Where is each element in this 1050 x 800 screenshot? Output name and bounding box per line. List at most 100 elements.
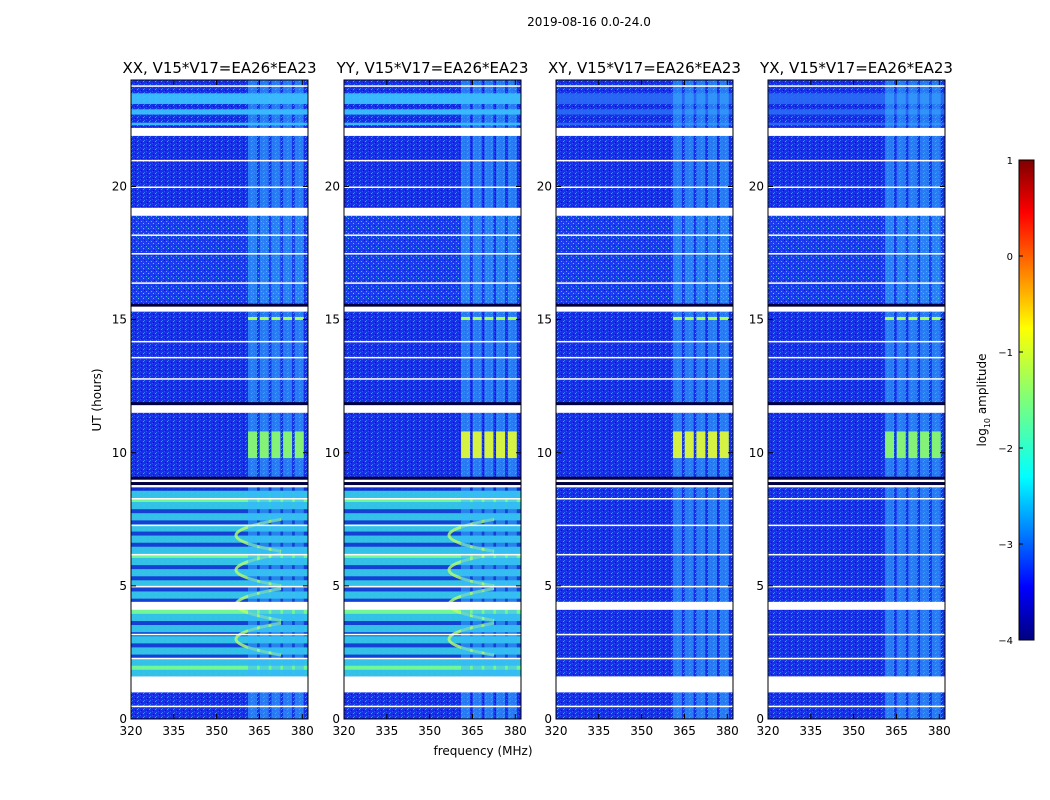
rfi-burst bbox=[696, 431, 706, 459]
flagged-row bbox=[344, 404, 521, 413]
flagged-line bbox=[131, 705, 308, 708]
heatmap-band bbox=[131, 93, 308, 104]
axes-frame bbox=[767, 79, 946, 720]
x-tick-label: 380 bbox=[291, 724, 314, 738]
colorbar-gradient bbox=[1018, 159, 1035, 641]
rfi-channel bbox=[472, 80, 482, 719]
colorbar-tick-label: −4 bbox=[998, 636, 1013, 647]
rfi-burst bbox=[461, 316, 471, 320]
colorbar: 10−1−2−3−4 log10 amplitude bbox=[975, 156, 1035, 647]
flagged-line bbox=[768, 85, 945, 87]
flagged-line bbox=[768, 159, 945, 162]
flagged-row bbox=[768, 404, 945, 413]
flagged-line bbox=[768, 378, 945, 380]
flagged-line bbox=[131, 85, 308, 87]
flagged-line bbox=[344, 159, 521, 162]
heatmap-band bbox=[344, 520, 521, 525]
heatmap-band bbox=[768, 93, 945, 104]
y-tick-label: 10 bbox=[325, 446, 340, 460]
flagged-line bbox=[768, 282, 945, 284]
flagged-line bbox=[556, 282, 733, 284]
rfi-channel bbox=[259, 80, 269, 719]
flagged-line bbox=[344, 378, 521, 380]
rfi-burst bbox=[920, 431, 930, 459]
flagged-line bbox=[768, 705, 945, 708]
heatmap-band bbox=[344, 553, 521, 558]
flagged-line bbox=[344, 253, 521, 255]
x-axis-label: frequency (MHz) bbox=[433, 744, 532, 758]
dark-row bbox=[556, 482, 733, 486]
flagged-line bbox=[131, 553, 308, 556]
flagged-row bbox=[131, 676, 308, 693]
rfi-burst bbox=[248, 431, 258, 459]
colorbar-label-prefix: log bbox=[975, 428, 989, 446]
colorbar-label: log10 amplitude bbox=[975, 354, 992, 447]
heatmap-band bbox=[344, 598, 521, 603]
rfi-burst bbox=[708, 316, 718, 320]
flagged-row bbox=[131, 127, 308, 136]
heatmap-band bbox=[131, 122, 308, 126]
y-tick-label: 5 bbox=[119, 579, 127, 593]
dark-row bbox=[131, 476, 308, 480]
heatmap-background bbox=[768, 80, 945, 719]
heatmap-band bbox=[344, 643, 521, 648]
heatmap-band bbox=[344, 654, 521, 659]
rfi-burst bbox=[708, 431, 718, 459]
dark-row bbox=[344, 402, 521, 406]
heatmap-band bbox=[344, 576, 521, 581]
flagged-line bbox=[768, 340, 945, 343]
rfi-burst bbox=[283, 316, 293, 320]
flagged-row bbox=[344, 676, 521, 693]
heatmap-band bbox=[344, 542, 521, 547]
flagged-line bbox=[131, 159, 308, 162]
flagged-row bbox=[556, 306, 733, 312]
heatmap-band bbox=[131, 490, 308, 677]
rfi-burst bbox=[896, 316, 906, 320]
heatmap-band bbox=[131, 486, 308, 491]
panel-title: YY, V15*V17=EA26*EA23 bbox=[336, 59, 529, 77]
panel-title: YX, V15*V17=EA26*EA23 bbox=[759, 59, 953, 77]
x-tick-label: 350 bbox=[630, 724, 653, 738]
flagged-row bbox=[556, 676, 733, 693]
x-tick-label: 350 bbox=[418, 724, 441, 738]
colorbar-tick-label: 1 bbox=[1007, 156, 1013, 167]
rfi-burst bbox=[908, 316, 918, 320]
axes-frame bbox=[555, 79, 734, 720]
y-tick-label: 20 bbox=[325, 180, 340, 194]
flagged-row bbox=[344, 601, 521, 610]
x-tick-label: 335 bbox=[162, 724, 185, 738]
rfi-channel bbox=[283, 80, 293, 719]
dark-row bbox=[344, 476, 521, 480]
flagged-row bbox=[131, 306, 308, 312]
rfi-channel bbox=[248, 80, 258, 719]
heatmap-band bbox=[131, 654, 308, 659]
rfi-burst bbox=[920, 316, 930, 320]
rfi-burst bbox=[271, 431, 281, 459]
y-tick-label: 5 bbox=[332, 579, 340, 593]
dark-row bbox=[131, 402, 308, 406]
flagged-line bbox=[131, 253, 308, 255]
dark-row bbox=[556, 402, 733, 406]
flagged-line bbox=[556, 585, 733, 588]
colorbar-label-sub: 10 bbox=[983, 418, 992, 428]
rfi-burst bbox=[673, 316, 683, 320]
rfi-burst bbox=[719, 316, 729, 320]
flagged-line bbox=[344, 657, 521, 660]
heatmap-band bbox=[344, 509, 521, 514]
flagged-line bbox=[768, 657, 945, 660]
rfi-channel bbox=[908, 80, 918, 719]
heatmap-band bbox=[344, 565, 521, 570]
heatmap-band bbox=[131, 109, 308, 115]
flagged-line bbox=[344, 340, 521, 343]
heatmap-band bbox=[344, 109, 521, 115]
heatmap-band bbox=[344, 531, 521, 536]
heatmap-band bbox=[131, 665, 308, 670]
panel-title: XX, V15*V17=EA26*EA23 bbox=[122, 59, 316, 77]
flagged-line bbox=[768, 234, 945, 236]
heatmap-band bbox=[131, 553, 308, 558]
rfi-burst bbox=[484, 431, 494, 459]
heatmap-band bbox=[131, 609, 308, 614]
dark-row bbox=[556, 476, 733, 480]
x-tick-label: 380 bbox=[716, 724, 739, 738]
rfi-burst bbox=[696, 316, 706, 320]
